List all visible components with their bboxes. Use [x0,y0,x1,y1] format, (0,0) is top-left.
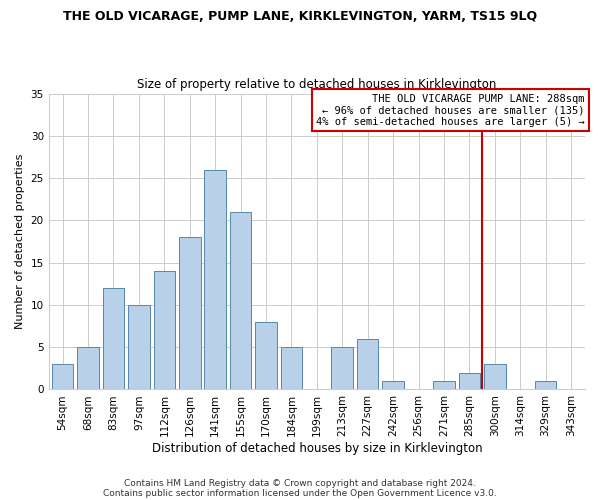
Bar [281,347,302,390]
Bar [154,271,175,390]
Bar [179,238,200,390]
X-axis label: Distribution of detached houses by size in Kirklevington: Distribution of detached houses by size … [152,442,482,455]
Bar [103,288,124,390]
Bar [128,305,150,390]
Bar [433,381,455,390]
Bar [458,372,480,390]
Bar [535,381,556,390]
Bar [484,364,506,390]
Text: Contains public sector information licensed under the Open Government Licence v3: Contains public sector information licen… [103,488,497,498]
Bar [331,347,353,390]
Text: Contains HM Land Registry data © Crown copyright and database right 2024.: Contains HM Land Registry data © Crown c… [124,478,476,488]
Bar [205,170,226,390]
Bar [230,212,251,390]
Bar [357,338,379,390]
Bar [255,322,277,390]
Title: Size of property relative to detached houses in Kirklevington: Size of property relative to detached ho… [137,78,497,91]
Bar [77,347,99,390]
Bar [52,364,73,390]
Y-axis label: Number of detached properties: Number of detached properties [15,154,25,329]
Text: THE OLD VICARAGE PUMP LANE: 288sqm
← 96% of detached houses are smaller (135)
4%: THE OLD VICARAGE PUMP LANE: 288sqm ← 96%… [316,94,585,127]
Text: THE OLD VICARAGE, PUMP LANE, KIRKLEVINGTON, YARM, TS15 9LQ: THE OLD VICARAGE, PUMP LANE, KIRKLEVINGT… [63,10,537,23]
Bar [382,381,404,390]
